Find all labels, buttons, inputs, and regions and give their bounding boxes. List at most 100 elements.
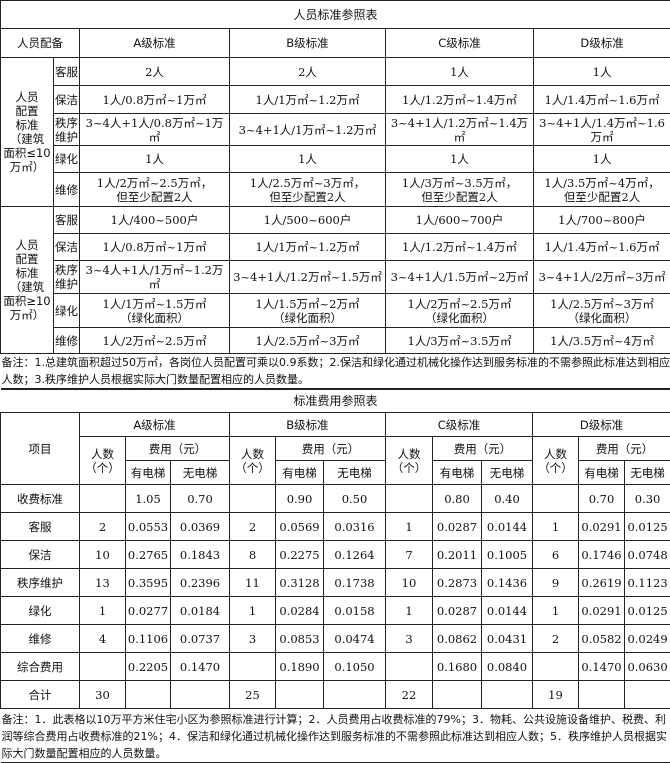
value-cell: 3~4+1人/1.2万㎡~1.5万㎡ — [230, 261, 386, 294]
value-cell: 1人/2万㎡~2.5万㎡， 但至少配置2人 — [80, 173, 230, 207]
value-cell: 1人/3万㎡~3.5万㎡ — [386, 328, 534, 354]
value-cell: 1人 — [80, 146, 230, 173]
count-cell — [533, 485, 579, 513]
count-cell: 3 — [230, 625, 276, 653]
value-cell: 1人/600~700户 — [386, 207, 534, 234]
count-cell: 3 — [386, 625, 433, 653]
group-label: 人员 配置 标准 （建筑 面积≥10 万㎡） — [1, 207, 54, 354]
value-cell: 1人/1万㎡~1.2万㎡ — [230, 234, 386, 261]
elevator-fee-cell: 0.2205 — [126, 653, 171, 681]
no-elevator-fee-cell: 0.1264 — [324, 541, 386, 569]
count-cell: 25 — [230, 681, 276, 709]
value-cell: 1人/1.5万㎡~2万㎡ （绿化面积） — [230, 294, 386, 328]
value-cell: 1人 — [386, 58, 534, 86]
elevator-fee-cell: 0.2275 — [276, 541, 324, 569]
role-cell: 秩序 维护 — [54, 261, 80, 294]
fee-header: 费用（元） — [276, 437, 386, 461]
elevator-header: 有电梯 — [433, 461, 482, 485]
no-elevator-fee-cell: 0.0474 — [324, 625, 386, 653]
count-cell: 2 — [80, 513, 126, 541]
grade-header: C级标准 — [386, 413, 533, 437]
elevator-fee-cell: 0.2873 — [433, 569, 482, 597]
count-cell: 2 — [533, 625, 579, 653]
count-cell: 10 — [386, 569, 433, 597]
count-header: 人数 （个） — [230, 437, 276, 485]
elevator-fee-cell: 0.80 — [433, 485, 482, 513]
count-cell: 10 — [80, 541, 126, 569]
table-title: 标准费用参照表 — [1, 390, 670, 413]
elevator-fee-cell: 0.1470 — [579, 653, 625, 681]
role-cell: 绿化 — [54, 146, 80, 173]
role-cell: 客服 — [54, 207, 80, 234]
header-cell: A级标准 — [80, 29, 230, 58]
no-elevator-fee-cell: 0.0369 — [171, 513, 230, 541]
value-cell: 1人/3.5万㎡~4万㎡ — [534, 328, 670, 354]
fee-header: 费用（元） — [433, 437, 533, 461]
count-header: 人数 （个） — [80, 437, 126, 485]
item-header: 项目 — [1, 413, 80, 485]
no-elevator-fee-cell: 0.0737 — [171, 625, 230, 653]
value-cell: 3~4+1人/1.5万㎡~2万㎡ — [386, 261, 534, 294]
count-header: 人数 （个） — [386, 437, 433, 485]
count-cell — [230, 485, 276, 513]
elevator-fee-cell — [433, 681, 482, 709]
value-cell: 1人 — [386, 146, 534, 173]
count-cell — [533, 653, 579, 681]
count-cell: 4 — [80, 625, 126, 653]
no-elevator-fee-cell: 0.0249 — [625, 625, 670, 653]
no-elevator-fee-cell: 0.0158 — [324, 597, 386, 625]
no-elevator-fee-cell: 0.0431 — [482, 625, 533, 653]
count-cell: 1 — [230, 597, 276, 625]
count-cell — [230, 653, 276, 681]
elevator-fee-cell: 0.1890 — [276, 653, 324, 681]
no-elevator-fee-cell: 0.1436 — [482, 569, 533, 597]
elevator-fee-cell: 0.0569 — [276, 513, 324, 541]
table-note: 备注：1．此表格以10万平方米住宅小区为参照标准进行计算；2．人员费用占收费标准… — [1, 709, 670, 763]
elevator-header: 有电梯 — [579, 461, 625, 485]
no-elevator-fee-cell: 0.2396 — [171, 569, 230, 597]
value-cell: 1人/700~800户 — [534, 207, 670, 234]
count-cell: 1 — [80, 597, 126, 625]
value-cell: 1人/1万㎡~1.5万㎡ （绿化面积） — [80, 294, 230, 328]
value-cell: 1人/400~500户 — [80, 207, 230, 234]
no-elevator-fee-cell: 0.0630 — [625, 653, 670, 681]
no-elevator-fee-cell — [324, 681, 386, 709]
value-cell: 1人/1.4万㎡~1.6万㎡ — [534, 86, 670, 114]
no-elevator-fee-cell: 0.1843 — [171, 541, 230, 569]
no-elevator-fee-cell: 0.1123 — [625, 569, 670, 597]
no-elevator-fee-cell — [625, 681, 670, 709]
item-cell: 收费标准 — [1, 485, 80, 513]
elevator-fee-cell: 0.0284 — [276, 597, 324, 625]
count-cell: 6 — [533, 541, 579, 569]
count-cell: 19 — [533, 681, 579, 709]
no-elevator-fee-cell — [171, 681, 230, 709]
fee-header: 费用（元） — [126, 437, 230, 461]
no-elevator-fee-cell: 0.1005 — [482, 541, 533, 569]
count-cell: 8 — [230, 541, 276, 569]
count-cell: 13 — [80, 569, 126, 597]
no-elevator-header: 无电梯 — [482, 461, 533, 485]
count-cell: 30 — [80, 681, 126, 709]
count-header: 人数 （个） — [533, 437, 579, 485]
item-cell: 客服 — [1, 513, 80, 541]
elevator-fee-cell: 0.0287 — [433, 513, 482, 541]
elevator-fee-cell: 0.0291 — [579, 597, 625, 625]
table-title-row: 标准费用参照表 — [1, 390, 670, 413]
count-cell — [80, 485, 126, 513]
elevator-fee-cell — [276, 681, 324, 709]
value-cell: 1人/500~600户 — [230, 207, 386, 234]
item-cell: 秩序维护 — [1, 569, 80, 597]
no-elevator-fee-cell: 0.40 — [482, 485, 533, 513]
value-cell: 2人 — [230, 58, 386, 86]
